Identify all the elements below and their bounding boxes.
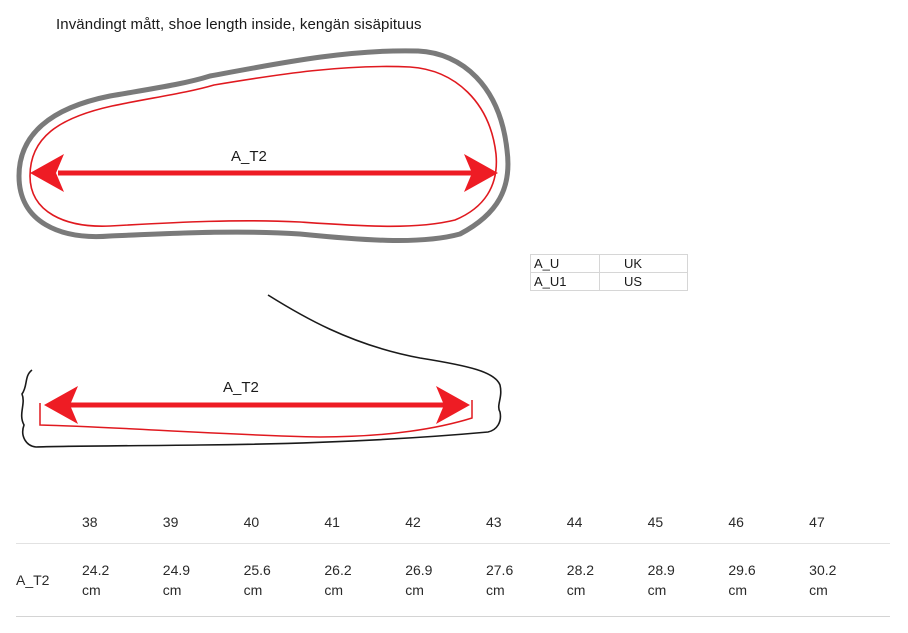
size-header: 45 <box>647 500 729 544</box>
legend-code: A_U <box>530 254 600 273</box>
length-unit: cm <box>324 582 344 598</box>
size-header: 43 <box>485 500 567 544</box>
length-unit: cm <box>647 582 667 598</box>
shoe-diagram: A_T2 A_T2 <box>16 48 511 448</box>
insole-outer-outline <box>16 48 511 243</box>
length-cell: 29.6 cm <box>728 543 810 617</box>
legend-row: A_U UK <box>530 254 688 273</box>
length-value: 24.2 <box>82 562 110 578</box>
header-spacer <box>16 500 82 544</box>
size-table: 38 39 40 41 42 43 44 45 46 47 A_T2 24.2 c… <box>16 500 890 617</box>
length-cell: 26.9 cm <box>405 543 486 617</box>
size-header: 40 <box>243 500 325 544</box>
side-arrow-head-right <box>436 386 470 424</box>
length-cell: 26.2 cm <box>324 543 406 617</box>
length-value: 30.2 <box>809 562 837 578</box>
size-header: 41 <box>324 500 406 544</box>
top-dimension-label: A_T2 <box>231 148 267 165</box>
top-arrow-head-right <box>464 154 498 192</box>
length-value: 28.2 <box>566 562 595 578</box>
length-value: 29.6 <box>728 562 756 578</box>
size-header: 38 <box>82 500 163 544</box>
size-header-row: 38 39 40 41 42 43 44 45 46 47 <box>16 500 890 544</box>
side-dimension-label: A_T2 <box>223 379 259 396</box>
legend-row: A_U1 US <box>530 272 688 291</box>
length-unit: cm <box>809 582 828 598</box>
length-unit: cm <box>82 582 101 598</box>
size-header: 46 <box>728 500 810 544</box>
length-value: 26.9 <box>405 562 433 578</box>
legend-system: UK <box>599 254 688 273</box>
size-header: 44 <box>566 500 648 544</box>
length-value: 25.6 <box>243 562 271 578</box>
size-system-legend: A_U UK A_U1 US <box>530 254 688 291</box>
length-value: 24.9 <box>162 562 191 578</box>
side-arrow-head-left <box>44 386 78 424</box>
top-arrow-head-left <box>30 154 64 192</box>
side-inner-line <box>39 400 473 438</box>
table-row: A_T2 24.2 cm 24.9 cm 25.6 cm 26.2 cm 26.9 cm … <box>16 543 890 617</box>
length-cell: 27.6 cm <box>485 543 567 617</box>
insole-inner-outline <box>29 65 498 228</box>
length-value: 27.6 <box>485 562 514 578</box>
size-header: 39 <box>162 500 244 544</box>
legend-code: A_U1 <box>530 272 600 291</box>
page-title: Invändingt mått, shoe length inside, ken… <box>56 16 422 33</box>
length-unit: cm <box>566 582 586 598</box>
length-cell: 24.9 cm <box>162 543 244 617</box>
shoe-side-profile <box>20 294 502 448</box>
row-label: A_T2 <box>16 543 82 617</box>
length-cell: 28.2 cm <box>566 543 648 617</box>
length-cell: 30.2 cm <box>809 543 890 617</box>
length-value: 28.9 <box>647 562 675 578</box>
length-unit: cm <box>728 582 748 598</box>
length-unit: cm <box>162 582 182 598</box>
size-header: 47 <box>809 500 890 544</box>
length-cell: 24.2 cm <box>82 543 163 617</box>
length-unit: cm <box>243 582 263 598</box>
size-header: 42 <box>405 500 486 544</box>
legend-system: US <box>599 272 688 291</box>
length-value: 26.2 <box>324 562 352 578</box>
length-unit: cm <box>405 582 424 598</box>
length-cell: 25.6 cm <box>243 543 325 617</box>
length-unit: cm <box>485 582 505 598</box>
length-cell: 28.9 cm <box>647 543 729 617</box>
